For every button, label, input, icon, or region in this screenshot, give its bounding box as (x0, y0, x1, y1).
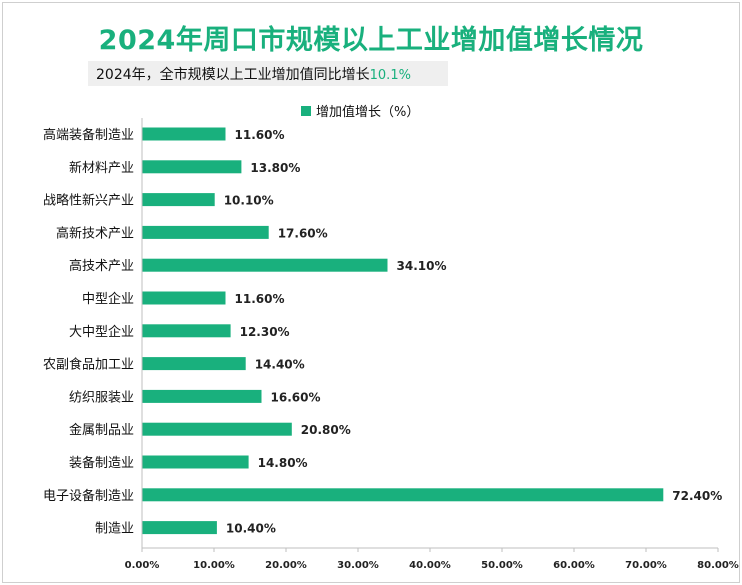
bar-row: 高新技术产业 17.60% (56, 225, 328, 241)
value-label: 13.80% (250, 161, 300, 175)
category-label: 装备制造业 (69, 455, 134, 471)
bar-row: 新材料产业 13.80% (69, 160, 300, 176)
category-label: 金属制品业 (69, 422, 134, 438)
value-label: 20.80% (301, 423, 351, 437)
value-label: 14.80% (258, 456, 308, 470)
value-label: 14.40% (255, 358, 305, 372)
x-tick-label: 40.00% (409, 560, 451, 571)
bar-row: 金属制品业 20.80% (69, 422, 351, 438)
bar-row: 中型企业 11.60% (82, 291, 285, 307)
bar-row: 制造业 10.40% (95, 521, 276, 537)
legend-label: 增加值增长（%） (316, 104, 419, 120)
value-label: 11.60% (235, 292, 285, 306)
bar (142, 389, 262, 403)
bar-row: 农副食品加工业 14.40% (43, 357, 305, 373)
x-tick-label: 0.00% (125, 560, 160, 571)
category-label: 制造业 (95, 522, 134, 537)
legend-swatch (301, 106, 311, 116)
bar-row: 纺织服装业 16.60% (69, 389, 321, 405)
subtitle-highlight: 10.1% (369, 68, 411, 83)
bar (142, 324, 231, 338)
subtitle-text: 2024年，全市规模以上工业增加值同比增长 (96, 67, 370, 83)
category-label: 高技术产业 (69, 258, 134, 274)
value-label: 10.40% (226, 522, 276, 536)
bar-row: 高端装备制造业 11.60% (43, 127, 285, 143)
bar (142, 225, 269, 239)
bar (142, 422, 292, 436)
category-label: 纺织服装业 (69, 390, 134, 405)
bar (142, 160, 242, 174)
value-label: 72.40% (672, 489, 722, 503)
x-tick-label: 70.00% (625, 560, 667, 571)
bar-row: 高技术产业 34.10% (69, 258, 447, 274)
category-label: 电子设备制造业 (43, 488, 134, 504)
category-label: 大中型企业 (69, 324, 134, 340)
value-label: 10.10% (224, 194, 274, 208)
bar (142, 455, 249, 469)
axes: 0.00% 10.00% 20.00% 30.00% 40.00% 50.00% 60.00… (125, 118, 739, 571)
x-tick-label: 30.00% (337, 560, 379, 571)
value-label: 11.60% (235, 128, 285, 142)
bar-row: 装备制造业 14.80% (69, 455, 308, 471)
chart-title: 2024年周口市规模以上工业增加值增长情况 (98, 25, 644, 56)
category-label: 高端装备制造业 (43, 127, 134, 143)
bar (142, 291, 226, 305)
value-label: 17.60% (278, 226, 328, 240)
bar (142, 193, 215, 207)
category-label: 战略性新兴产业 (43, 193, 134, 209)
subtitle-box (88, 61, 448, 86)
category-label: 新材料产业 (69, 160, 134, 176)
bar (142, 258, 388, 272)
bars: 高端装备制造业 11.60% 新材料产业 13.80% 战略性新兴产业 10.10% 高新技… (43, 127, 722, 537)
x-tick-label: 20.00% (265, 560, 307, 571)
bar (142, 357, 246, 371)
value-label: 16.60% (271, 390, 321, 404)
bar-row: 战略性新兴产业 10.10% (43, 193, 274, 209)
legend: 增加值增长（%） (301, 104, 419, 120)
bar-row: 大中型企业 12.30% (69, 324, 290, 340)
category-label: 高新技术产业 (56, 225, 134, 241)
value-label: 12.30% (240, 325, 290, 339)
bar (142, 521, 217, 535)
value-label: 34.10% (397, 259, 447, 273)
x-tick-label: 60.00% (553, 560, 595, 571)
x-tick-label: 50.00% (481, 560, 523, 571)
chart-subtitle: 2024年，全市规模以上工业增加值同比增长10.1% (96, 64, 411, 84)
category-label: 农副食品加工业 (43, 357, 134, 373)
x-tick-label: 10.00% (193, 560, 235, 571)
x-tick-label: 80.00% (697, 560, 739, 571)
category-label: 中型企业 (82, 291, 134, 307)
bar-row: 电子设备制造业 72.40% (43, 488, 722, 504)
bar (142, 488, 664, 502)
bar (142, 127, 226, 141)
